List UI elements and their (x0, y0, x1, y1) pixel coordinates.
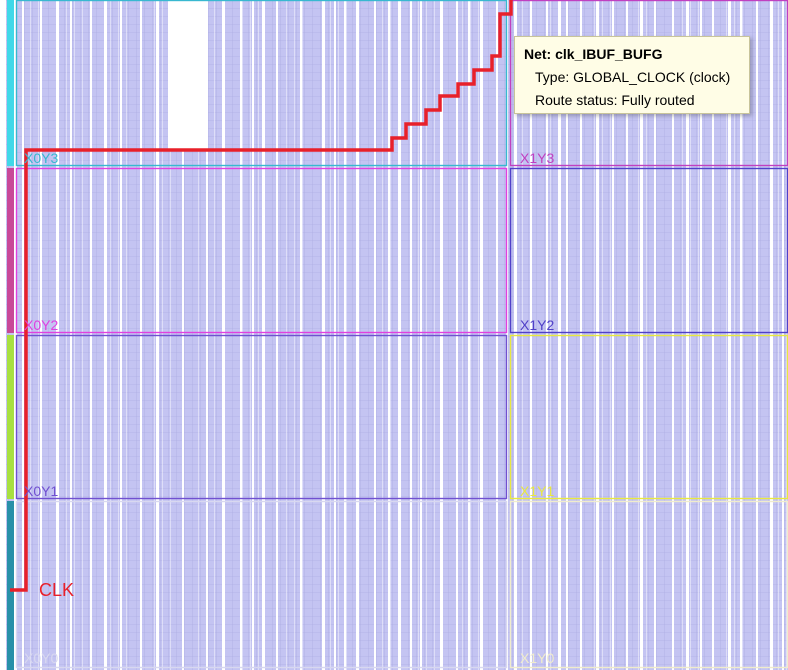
tooltip-type: Type: GLOBAL_CLOCK (clock) (535, 69, 731, 85)
region-label-x1y2: X1Y2 (520, 317, 555, 333)
region-x0y2-boundary (15, 167, 508, 334)
region-label-x1y3: X1Y3 (520, 150, 555, 166)
tooltip-title: Net: clk_IBUF_BUFG (524, 46, 663, 62)
region-bar (7, 168, 14, 333)
region-label-x1y1: X1Y1 (520, 483, 555, 499)
unused-block (168, 0, 206, 150)
region-x0y3-boundary (15, 0, 508, 167)
region-label-x0y2: X0Y2 (24, 317, 59, 333)
tooltip-status: Route status: Fully routed (535, 92, 695, 108)
clk-net-label[interactable]: CLK (39, 580, 75, 600)
net-tooltip: Net: clk_IBUF_BUFG Type: GLOBAL_CLOCK (c… (514, 36, 750, 114)
region-label-x1y0: X1Y0 (520, 650, 555, 666)
region-bar (7, 501, 14, 670)
region-label-x0y1: X0Y1 (24, 483, 59, 499)
region-x0y0-boundary (15, 500, 508, 669)
clock-route-path[interactable] (10, 0, 513, 592)
region-bar (7, 335, 14, 499)
region-label-x0y3: X0Y3 (24, 150, 59, 166)
region-x0y1-boundary (15, 334, 508, 500)
clock-region-bars (7, 0, 14, 670)
region-label-x0y0: X0Y0 (24, 650, 59, 666)
column-gap (14, 0, 17, 670)
region-bar (7, 0, 14, 166)
